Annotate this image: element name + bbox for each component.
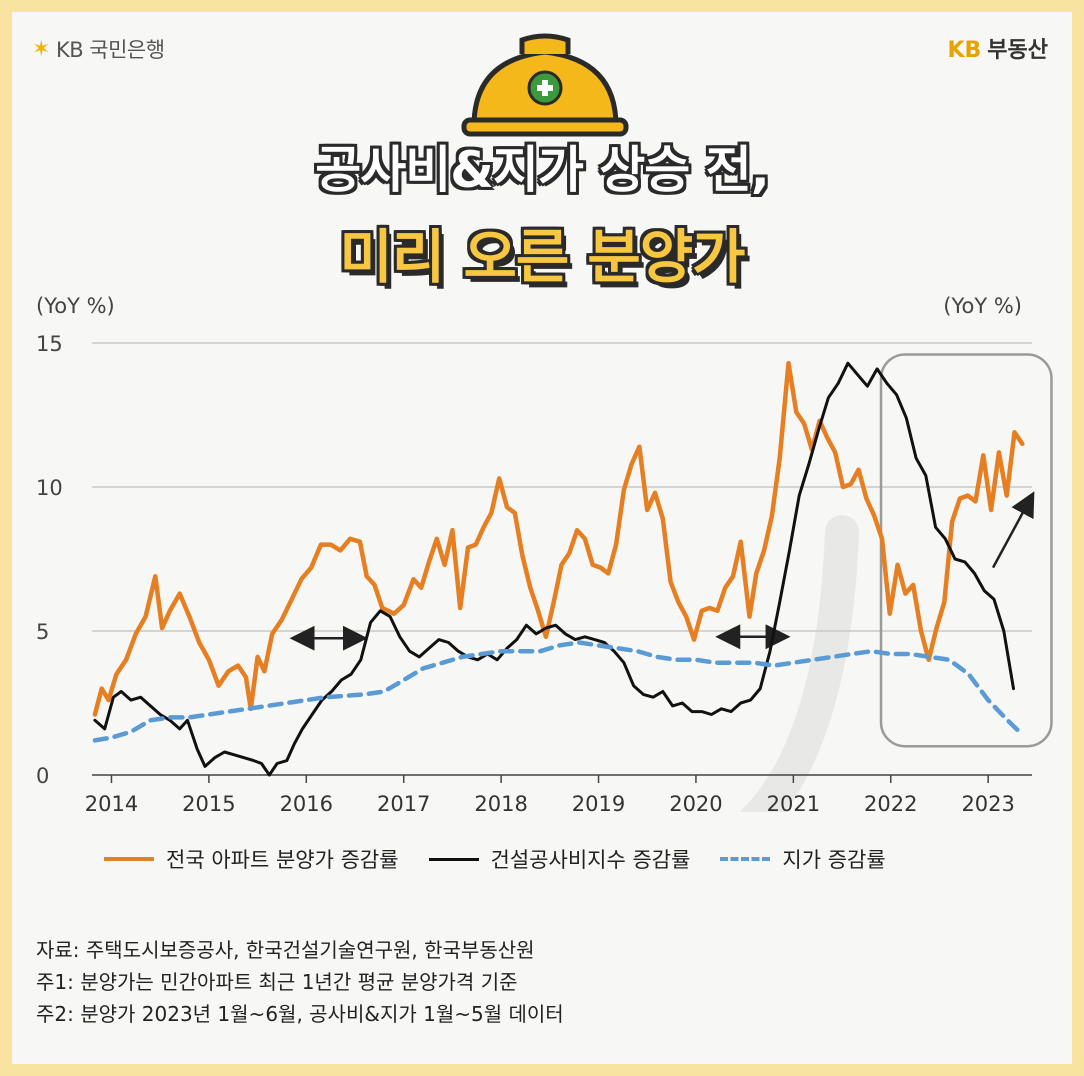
legend-swatch-land (720, 857, 771, 861)
x-tick-label-2016: 2016 (280, 792, 333, 812)
legend-item-apartment: 전국 아파트 분양가 증감률 (104, 844, 399, 874)
footnote-source: 자료: 주택도시보증공사, 한국건설기술연구원, 한국부동산원 (36, 938, 535, 962)
y-tick-label-15: 15 (36, 332, 63, 356)
title-line-1: 공사비&지가 상승 전, (315, 141, 769, 199)
legend-label-apartment: 전국 아파트 분양가 증감률 (166, 848, 399, 872)
legend-label-land: 지가 증감률 (782, 848, 886, 872)
x-tick-label-2020: 2020 (669, 792, 722, 812)
series-line-construction (93, 361, 1015, 777)
line-chart: 0 5 10 15 2014 2015 2016 2017 2018 2019 2020 2021 20… (36, 332, 1053, 812)
kb-realestate-logo-kb: KB (947, 38, 982, 63)
footnotes: 자료: 주택도시보증공사, 한국건설기술연구원, 한국부동산원 주1: 분양가는… (36, 934, 564, 1030)
chart-legend: 전국 아파트 분양가 증감률 건설공사비지수 증감률 지가 증감률 (104, 844, 916, 874)
legend-swatch-apartment (104, 857, 154, 861)
title-line-2: 미리 오른 분양가 (339, 223, 746, 291)
background-swoosh (739, 515, 859, 812)
arrow-icon (991, 491, 1035, 569)
series-line-land (92, 640, 1025, 743)
y-tick-label-10: 10 (36, 476, 63, 500)
y-axis-unit-left: (YoY %) (36, 294, 115, 318)
legend-label-construction: 건설공사비지수 증감률 (490, 848, 691, 872)
kb-bank-logo-text: KB 국민은행 (55, 38, 165, 62)
series-line-apartment (92, 360, 1025, 717)
legend-swatch-construction (428, 857, 479, 861)
x-tick-label-2023: 2023 (961, 792, 1014, 812)
x-tick-label-2022: 2022 (864, 792, 917, 812)
x-tick-label-2019: 2019 (572, 792, 625, 812)
helmet-icon (461, 33, 629, 137)
kb-star-icon: ✶ (32, 36, 50, 62)
y-tick-label-0: 0 (36, 764, 49, 788)
kb-realestate-logo: KB 부동산 (947, 32, 1048, 64)
x-tick-label-2015: 2015 (182, 792, 235, 812)
legend-item-construction: 건설공사비지수 증감률 (428, 844, 691, 874)
plus-icon (527, 70, 563, 106)
footnote-2: 주2: 분양가 2023년 1월~6월, 공사비&지가 1월~5월 데이터 (36, 1002, 564, 1026)
footnote-1: 주1: 분양가는 민간아파트 최근 1년간 평균 분양가격 기준 (36, 970, 518, 994)
y-tick-label-5: 5 (36, 620, 49, 644)
x-tick-label-2021: 2021 (767, 792, 820, 812)
kb-bank-logo: ✶ KB 국민은행 (32, 34, 165, 64)
highlight-box (879, 353, 1053, 748)
y-axis-unit-right: (YoY %) (943, 294, 1022, 318)
x-tick-label-2014: 2014 (85, 792, 138, 812)
x-tick-label-2017: 2017 (377, 792, 430, 812)
kb-realestate-logo-text: 부동산 (987, 38, 1048, 63)
x-tick-label-2018: 2018 (474, 792, 527, 812)
infographic-card: ✶ KB 국민은행 KB 부동산 공사비&지가 상승 전, 미리 오른 분양가 (… (12, 12, 1072, 1064)
legend-item-land: 지가 증감률 (720, 844, 886, 874)
